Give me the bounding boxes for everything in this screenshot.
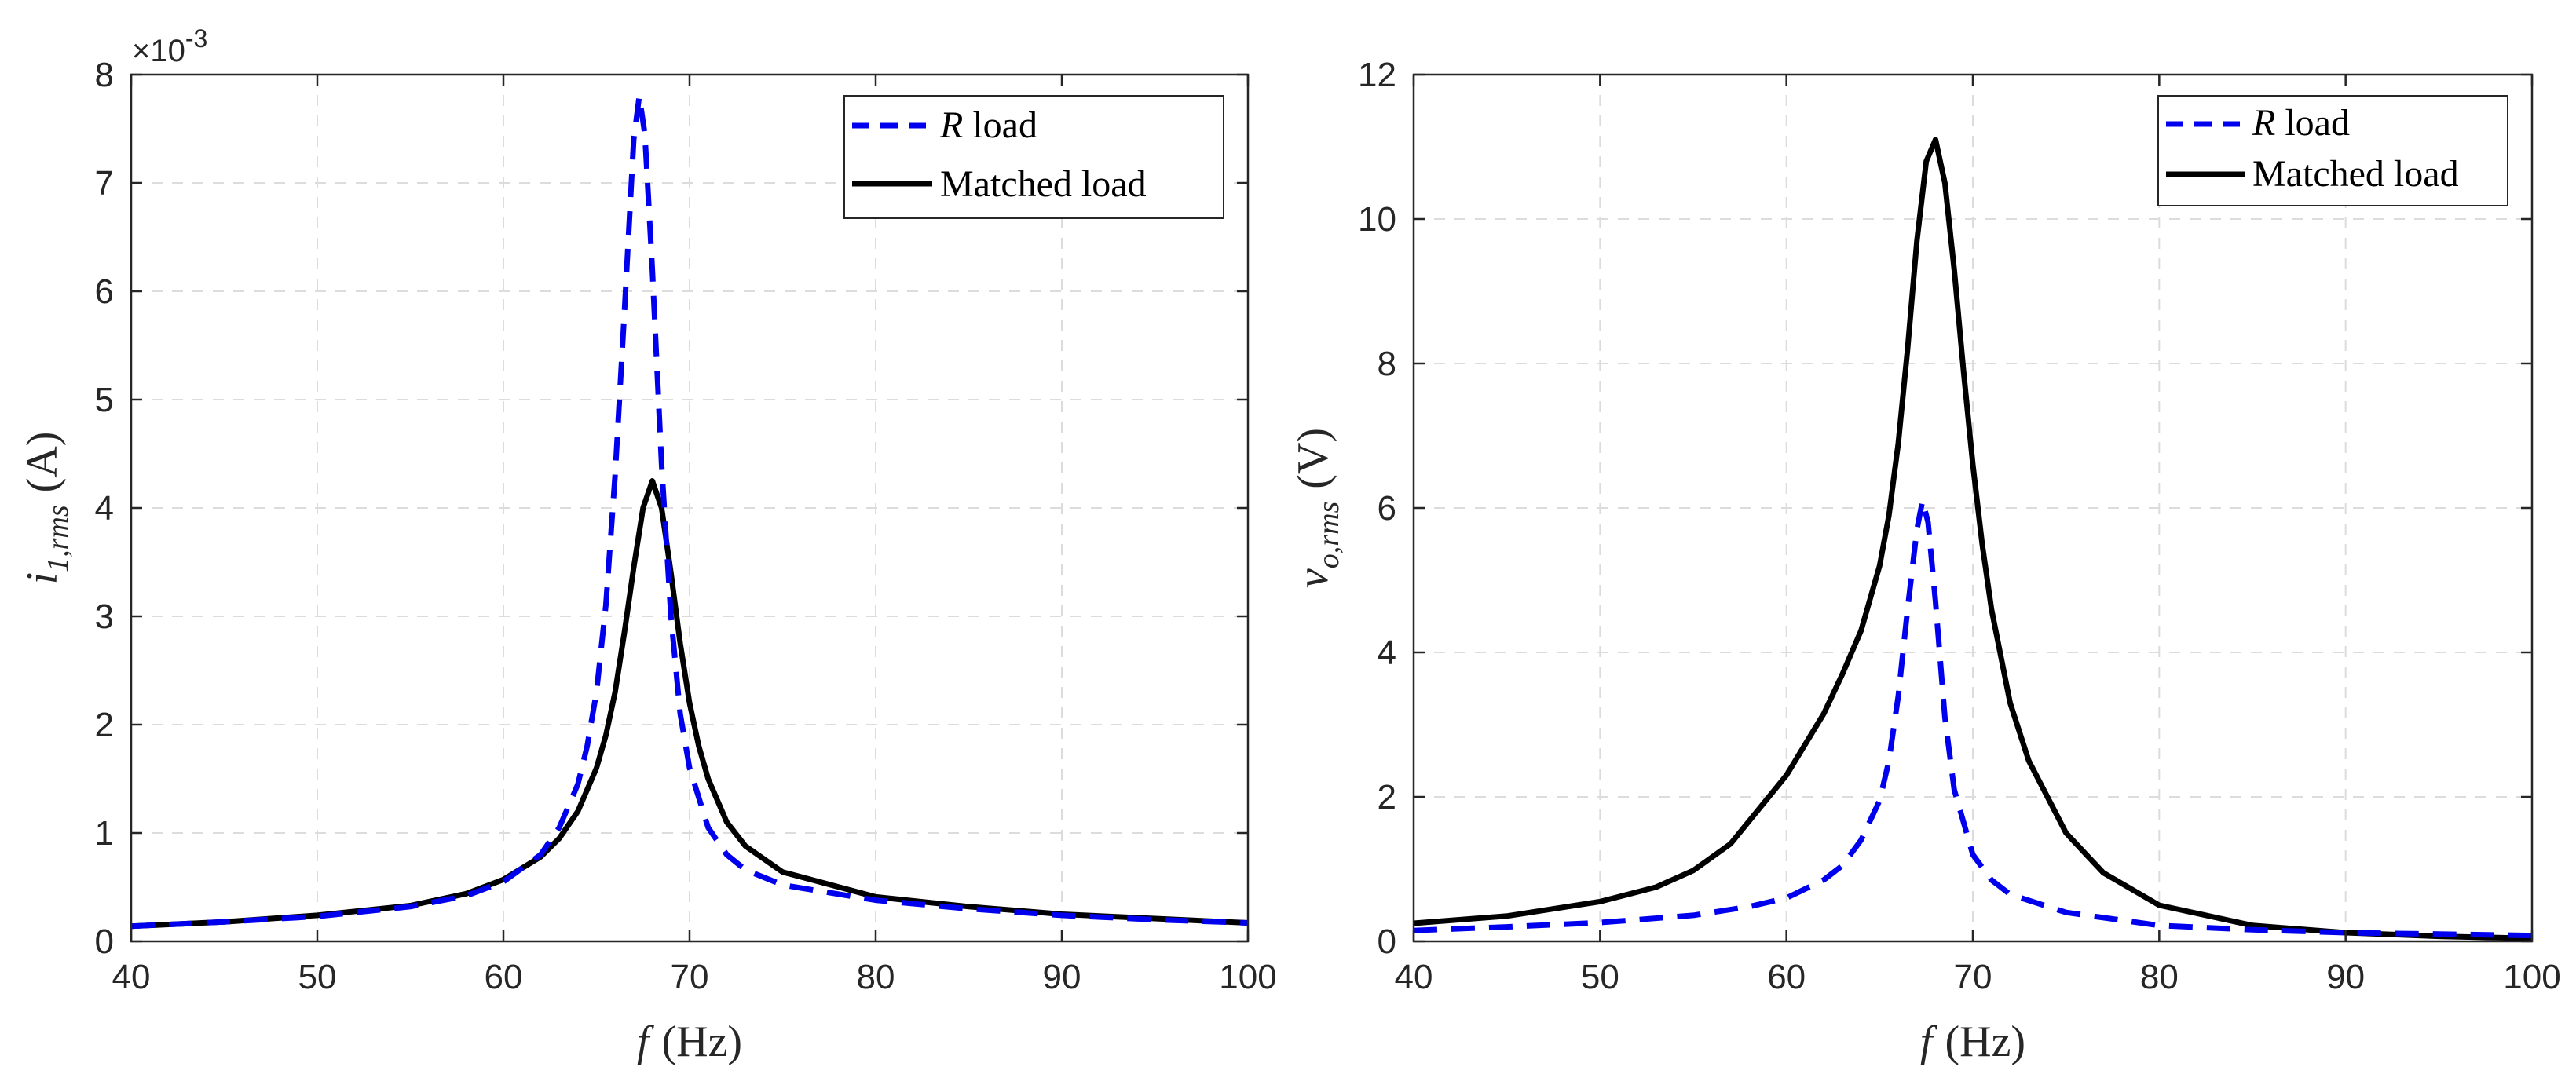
y-tick-label: 2 xyxy=(95,706,114,744)
legend-matched-load-label: Matched load xyxy=(940,163,1147,205)
x-tick-label: 50 xyxy=(298,958,337,996)
x-tick-label: 100 xyxy=(2503,958,2560,996)
legend-r-load-label: R load xyxy=(939,104,1037,146)
x-tick-label: 100 xyxy=(1219,958,1276,996)
x-tick-label: 70 xyxy=(1954,958,1992,996)
x-tick-label: 80 xyxy=(2140,958,2179,996)
x-axis-label: f (Hz) xyxy=(637,1017,742,1066)
y-tick-label: 8 xyxy=(95,56,114,94)
legend-matched-load-label: Matched load xyxy=(2252,153,2459,195)
y-tick-label: 2 xyxy=(1378,778,1396,816)
y-tick-label: 7 xyxy=(95,164,114,203)
y-tick-label: 6 xyxy=(95,272,114,311)
y-exponent-label: ×10-3 xyxy=(132,24,207,68)
voltage-chart-panel: 40 50 60 70 80 90 100 0 2 4 6 8 10 12 f (Hz) vo,rms(V)… xyxy=(1289,56,2561,1066)
series-line-matched-load xyxy=(1413,137,2533,941)
current-chart-panel: 40 50 60 70 80 90 100 0 1 2 3 4 5 6 7 8 ×10-3 f (Hz) i1,… xyxy=(18,24,1277,1066)
x-axis-label: f (Hz) xyxy=(1920,1017,2025,1066)
y-tick-label: 8 xyxy=(1378,345,1396,383)
series-line-r-load xyxy=(1413,498,2533,939)
y-tick-label: 0 xyxy=(95,922,114,961)
y-tick-label: 4 xyxy=(1378,634,1396,672)
x-tick-label: 60 xyxy=(485,958,523,996)
x-tick-label: 90 xyxy=(2326,958,2365,996)
y-axis-label: i1,rms(A) xyxy=(18,432,75,585)
y-tick-label: 1 xyxy=(95,814,114,853)
x-tick-label: 60 xyxy=(1767,958,1806,996)
y-tick-label: 3 xyxy=(95,597,114,636)
y-tick-label: 0 xyxy=(1378,922,1396,961)
y-tick-label: 12 xyxy=(1358,56,1396,94)
series-line-matched-load xyxy=(130,478,1249,930)
x-tick-label: 90 xyxy=(1043,958,1081,996)
x-tick-label: 50 xyxy=(1581,958,1619,996)
y-tick-label: 4 xyxy=(95,489,114,528)
x-tick-label: 40 xyxy=(112,958,151,996)
y-tick-label: 5 xyxy=(95,381,114,419)
y-axis-label: vo,rms(V) xyxy=(1289,428,1345,588)
legend: R load Matched load xyxy=(2157,95,2508,206)
x-tick-label: 70 xyxy=(671,958,709,996)
x-tick-label: 80 xyxy=(857,958,895,996)
x-tick-label: 40 xyxy=(1395,958,1433,996)
legend: R load Matched load xyxy=(843,95,1224,219)
y-tick-label: 10 xyxy=(1358,200,1396,239)
y-tick-label: 6 xyxy=(1378,489,1396,528)
legend-r-load-label: R load xyxy=(2252,102,2350,144)
